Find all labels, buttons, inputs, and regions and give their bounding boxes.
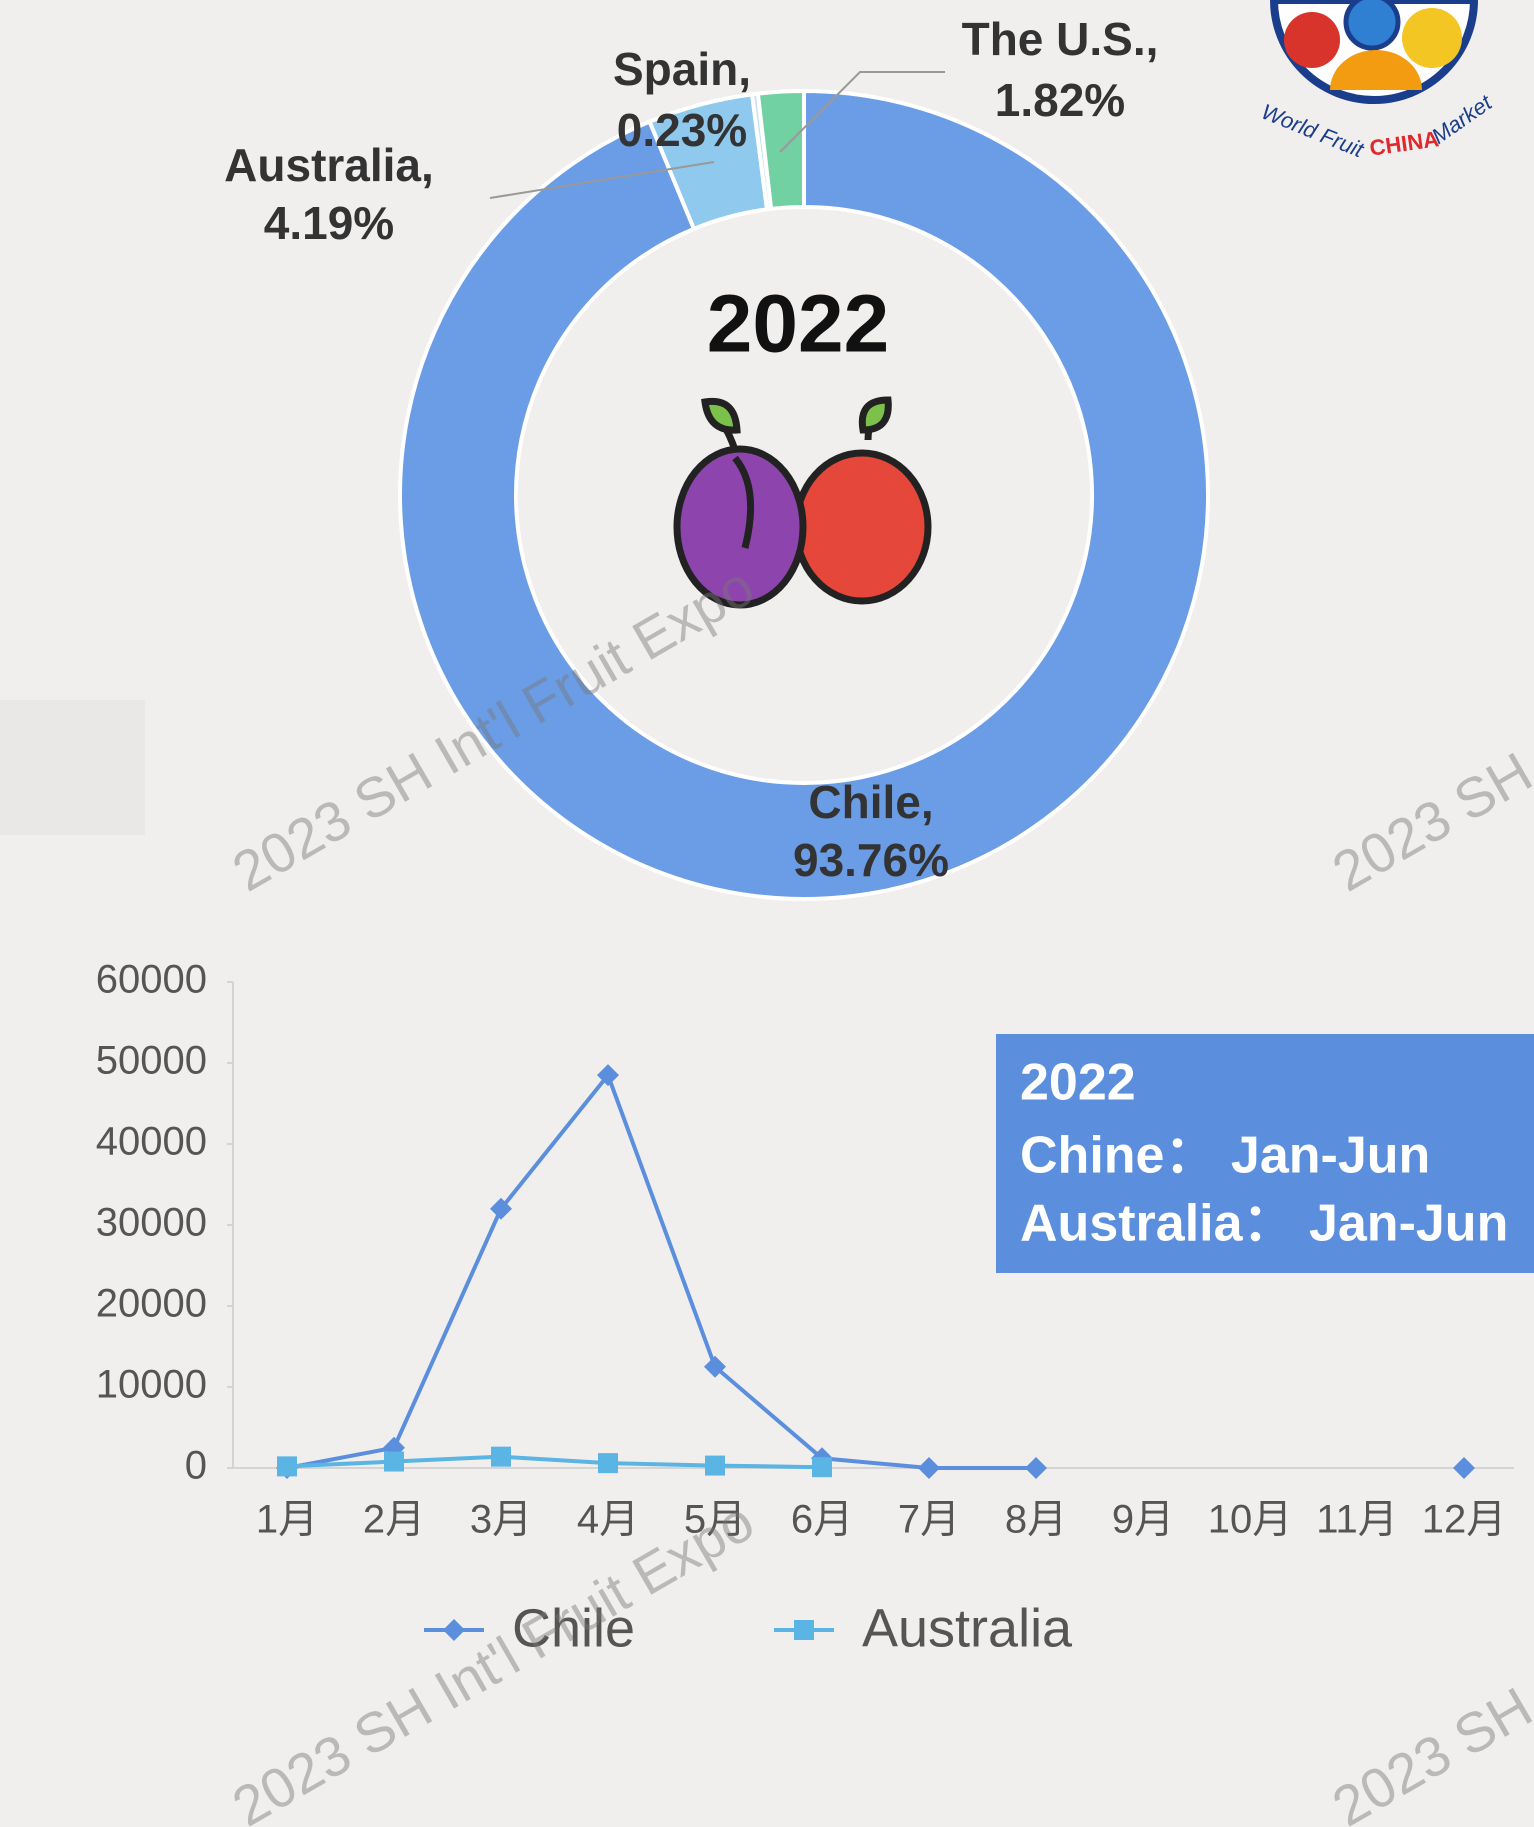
slice-name: Spain, <box>613 43 751 95</box>
x-tick-label: 8月 <box>1005 1498 1067 1542</box>
annotation: 2022 <box>1020 1054 1136 1112</box>
marker <box>598 1453 618 1473</box>
marker <box>794 1620 814 1640</box>
slice-value: 4.19% <box>264 197 394 249</box>
marker <box>812 1457 832 1477</box>
center-label: 2022 <box>707 279 889 370</box>
annotation: Australia： Jan-Jun <box>1020 1195 1508 1253</box>
x-tick-label: 2月 <box>363 1498 425 1542</box>
y-tick-label: 40000 <box>96 1120 207 1164</box>
x-tick-label: 1月 <box>256 1498 318 1542</box>
y-tick-label: 30000 <box>96 1201 207 1245</box>
slice-value: 93.76% <box>793 834 949 886</box>
slice-value: 1.82% <box>995 74 1125 126</box>
x-tick-label: 10月 <box>1208 1498 1293 1542</box>
x-tick-label: 9月 <box>1112 1498 1174 1542</box>
background <box>0 0 1534 1827</box>
panel <box>0 700 145 835</box>
y-tick-label: 10000 <box>96 1363 207 1407</box>
x-tick-label: 3月 <box>470 1498 532 1542</box>
slice-value: 0.23% <box>617 104 747 156</box>
marker <box>277 1456 297 1476</box>
x-tick-label: 12月 <box>1422 1498 1507 1542</box>
annotation: Chine： Jan-Jun <box>1020 1127 1430 1185</box>
x-tick-label: 11月 <box>1316 1498 1398 1542</box>
y-tick-label: 60000 <box>96 958 207 1002</box>
x-tick-label: 6月 <box>791 1498 853 1542</box>
y-tick-label: 20000 <box>96 1282 207 1326</box>
legend-label: Australia <box>862 1598 1073 1658</box>
x-tick-label: 7月 <box>898 1498 960 1542</box>
x-tick-label: 4月 <box>577 1498 639 1542</box>
marker <box>491 1447 511 1467</box>
page: Chile, 93.76% Australia, 4.19% Spain, 0.23% Th… <box>0 0 1534 1827</box>
y-tick-label: 50000 <box>96 1039 207 1083</box>
y-tick-label: 0 <box>185 1444 207 1488</box>
marker <box>384 1452 404 1472</box>
slice-name: Chile, <box>808 776 933 828</box>
slice-name: The U.S., <box>962 13 1159 65</box>
marker <box>705 1456 725 1476</box>
slice-name: Australia, <box>224 139 434 191</box>
